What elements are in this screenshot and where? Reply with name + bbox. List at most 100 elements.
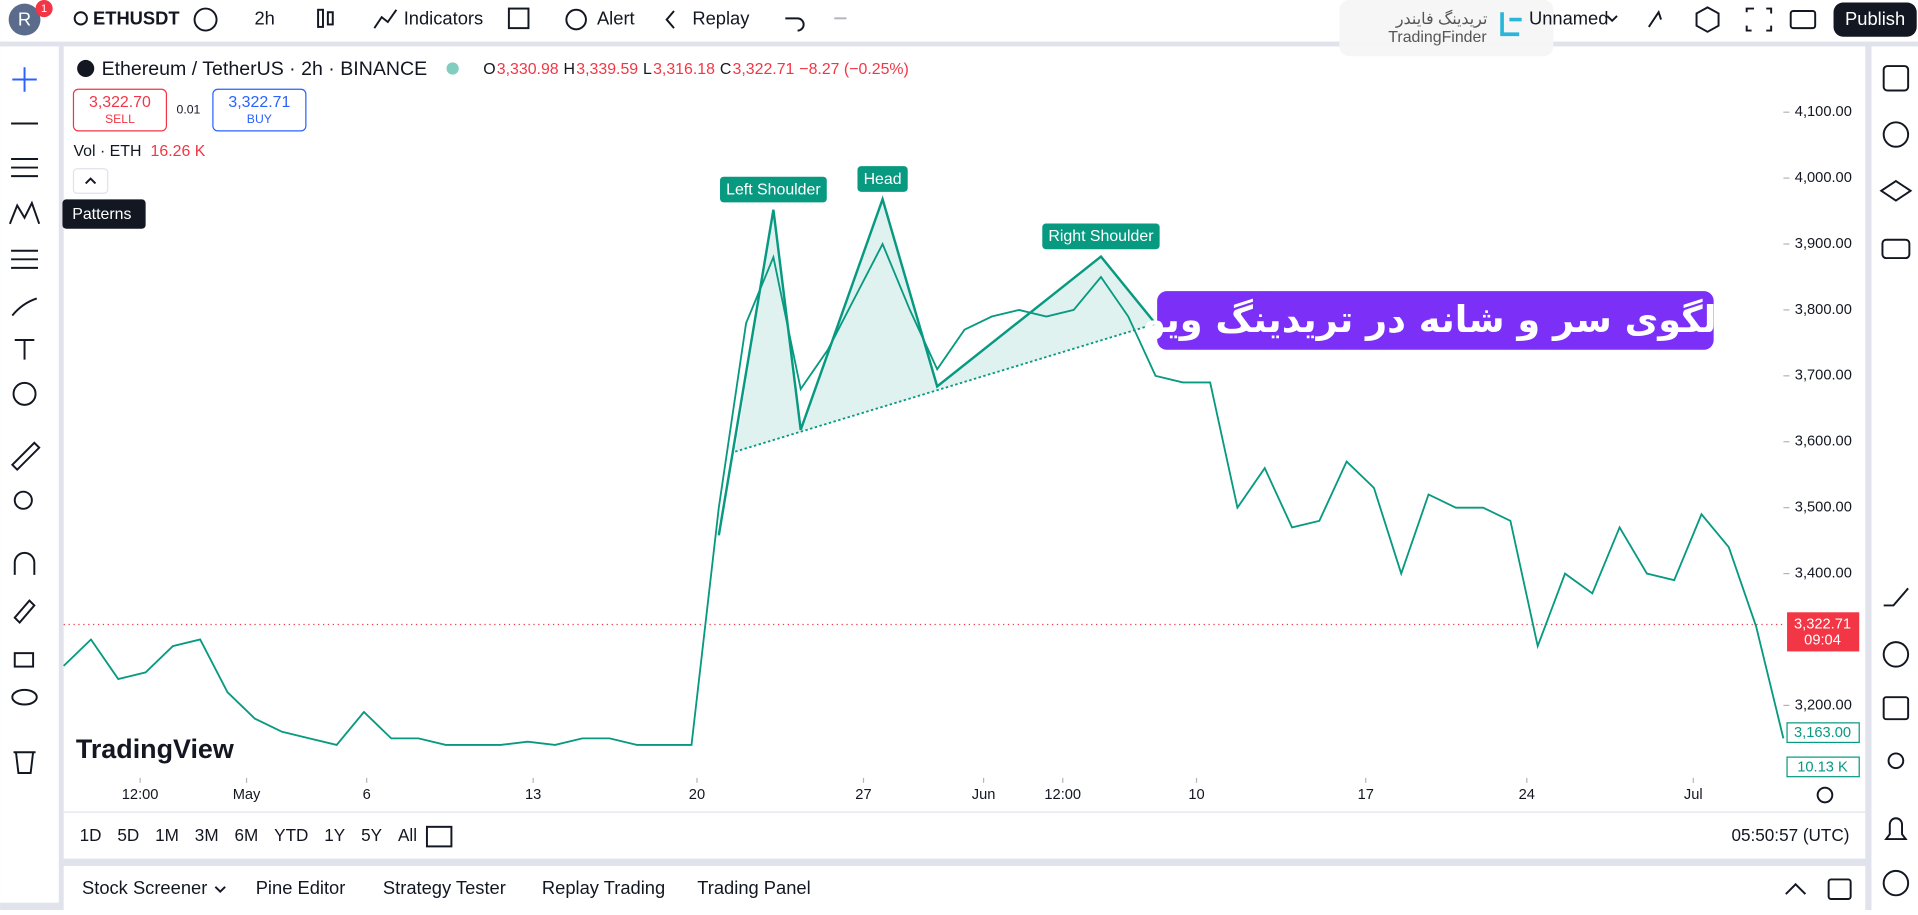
interval[interactable]: 2h xyxy=(254,7,274,28)
range-button[interactable]: 6M xyxy=(234,826,258,845)
y-tick-label: 3,600.00 xyxy=(1795,434,1852,450)
range-button[interactable]: 5D xyxy=(117,826,139,845)
vol-value: 16.26 K xyxy=(151,143,206,160)
tooltip: Patterns xyxy=(72,206,131,223)
range-button[interactable]: 1D xyxy=(80,826,102,845)
x-tick-label: Jul xyxy=(1684,787,1703,803)
pattern-label: Head xyxy=(864,171,902,188)
people-icon[interactable] xyxy=(1887,752,1905,770)
vol-box xyxy=(1786,756,1860,778)
fullscreen-icon[interactable] xyxy=(1745,7,1773,32)
collapse-icon xyxy=(85,177,97,185)
bottom-tab[interactable]: Strategy Tester xyxy=(383,877,506,898)
date-range-icon[interactable] xyxy=(425,825,453,848)
lock-tool[interactable] xyxy=(13,652,35,668)
templates-icon[interactable] xyxy=(507,7,530,30)
settings-icon[interactable] xyxy=(1695,6,1720,33)
pattern-tool[interactable] xyxy=(8,200,41,225)
maximize-icon[interactable] xyxy=(1827,878,1852,900)
y-tick-label: 3,700.00 xyxy=(1795,368,1852,384)
crosshair-tool[interactable] xyxy=(12,67,37,92)
bottom-tab[interactable]: Replay Trading xyxy=(542,877,665,898)
indicators[interactable]: Indicators xyxy=(404,7,483,28)
x-tick-label: 6 xyxy=(363,787,371,803)
draw-icon[interactable] xyxy=(1883,587,1909,607)
ohlc-label: H xyxy=(564,61,575,78)
quick-icon[interactable] xyxy=(1648,10,1662,28)
alerts-icon[interactable] xyxy=(1882,121,1910,148)
replay-icon xyxy=(665,10,675,29)
chat-icon[interactable] xyxy=(1881,238,1911,260)
watchlist-icon[interactable] xyxy=(1882,65,1910,92)
logo: TradingView xyxy=(76,734,234,764)
lock-draw-tool[interactable] xyxy=(13,599,36,625)
ranges: 1D 5D 1M 3M 6M YTD 1Y 5Y All xyxy=(80,826,417,845)
sell-label: SELL xyxy=(105,112,135,126)
range-button[interactable]: All xyxy=(398,826,417,845)
ruler-tool[interactable] xyxy=(10,441,41,472)
countdown: 09:04 xyxy=(1804,632,1841,648)
x-tick-label: 20 xyxy=(689,787,705,803)
vol-axis-label: 10.13 K xyxy=(1797,759,1848,775)
text-tool[interactable] xyxy=(14,339,35,360)
market-status xyxy=(446,62,459,75)
publish: Publish xyxy=(1845,8,1905,29)
range-button[interactable]: 1Y xyxy=(324,826,346,845)
y-tick-label: 4,100.00 xyxy=(1795,104,1852,120)
plot: 3,200.00 3,400.00 3,500.00 3,600.00 3,700.00… xyxy=(63,104,1860,803)
target-icon[interactable] xyxy=(1882,641,1910,668)
tooltip-box xyxy=(62,199,146,229)
bottom-tab[interactable]: Pine Editor xyxy=(256,877,346,898)
projection-tool[interactable] xyxy=(11,249,38,269)
zoom-tool[interactable] xyxy=(13,490,33,510)
layout-name[interactable]: Unnamed xyxy=(1529,7,1608,28)
bottom-tab[interactable]: Trading Panel xyxy=(697,877,810,898)
snapshot-icon[interactable] xyxy=(1789,10,1817,30)
delete-tool[interactable] xyxy=(13,751,36,774)
pattern-fill xyxy=(735,199,1156,452)
publish-button[interactable] xyxy=(1833,2,1917,37)
symbol[interactable]: ETHUSDT xyxy=(93,7,180,28)
alert[interactable]: Alert xyxy=(597,7,635,28)
bell-icon[interactable] xyxy=(1884,817,1908,841)
range-button[interactable]: YTD xyxy=(274,826,308,845)
buy-button[interactable] xyxy=(212,88,307,132)
hide-tool[interactable] xyxy=(11,688,38,706)
y-tick-label: 3,900.00 xyxy=(1795,236,1852,252)
y-tick-label: 3,800.00 xyxy=(1795,302,1852,318)
pattern-label-box xyxy=(720,176,827,203)
help-icon[interactable] xyxy=(1882,869,1910,897)
vol-label: Vol · ETH xyxy=(73,143,141,160)
x-tick-label: 17 xyxy=(1358,787,1374,803)
pattern-label: Right Shoulder xyxy=(1048,228,1154,245)
watermark-en: TradingFinder xyxy=(1388,29,1487,46)
sell-button[interactable] xyxy=(72,88,168,132)
ohlc: O 3,330.98 H 3,339.59 L 3,316.18 C 3,322.71 −8.2… xyxy=(483,61,909,78)
layers-icon[interactable] xyxy=(1879,179,1913,202)
tab-chevron xyxy=(214,886,226,894)
ohlc-value: 3,330.98 xyxy=(497,61,559,78)
add-icon[interactable] xyxy=(193,7,218,32)
replay[interactable]: Replay xyxy=(692,7,750,28)
range-button[interactable]: 3M xyxy=(195,826,219,845)
expand-icon[interactable] xyxy=(1785,882,1807,895)
undo-icon[interactable] xyxy=(785,17,805,32)
buy-price: 3,322.71 xyxy=(228,94,290,111)
magnet-tool[interactable] xyxy=(13,551,36,575)
x-tick-label: Jun xyxy=(972,787,996,803)
clock: 05:50:57 (UTC) xyxy=(1732,826,1850,845)
calendar-icon[interactable] xyxy=(1882,696,1910,721)
fib-tool[interactable] xyxy=(11,158,38,178)
ohlc-value: 3,316.18 xyxy=(653,61,715,78)
emoji-tool[interactable] xyxy=(12,381,37,406)
range-button[interactable]: 1M xyxy=(155,826,179,845)
collapse-button[interactable] xyxy=(72,168,109,194)
bottom-tab[interactable]: Stock Screener xyxy=(82,877,207,898)
candle-icon[interactable] xyxy=(317,8,324,28)
x-tick-label: 10 xyxy=(1188,787,1204,803)
axis-settings[interactable] xyxy=(1816,786,1834,804)
bottom-panel xyxy=(63,865,1866,910)
range-button[interactable]: 5Y xyxy=(361,826,383,845)
avatar[interactable] xyxy=(8,3,41,36)
brush-tool[interactable] xyxy=(11,297,38,317)
